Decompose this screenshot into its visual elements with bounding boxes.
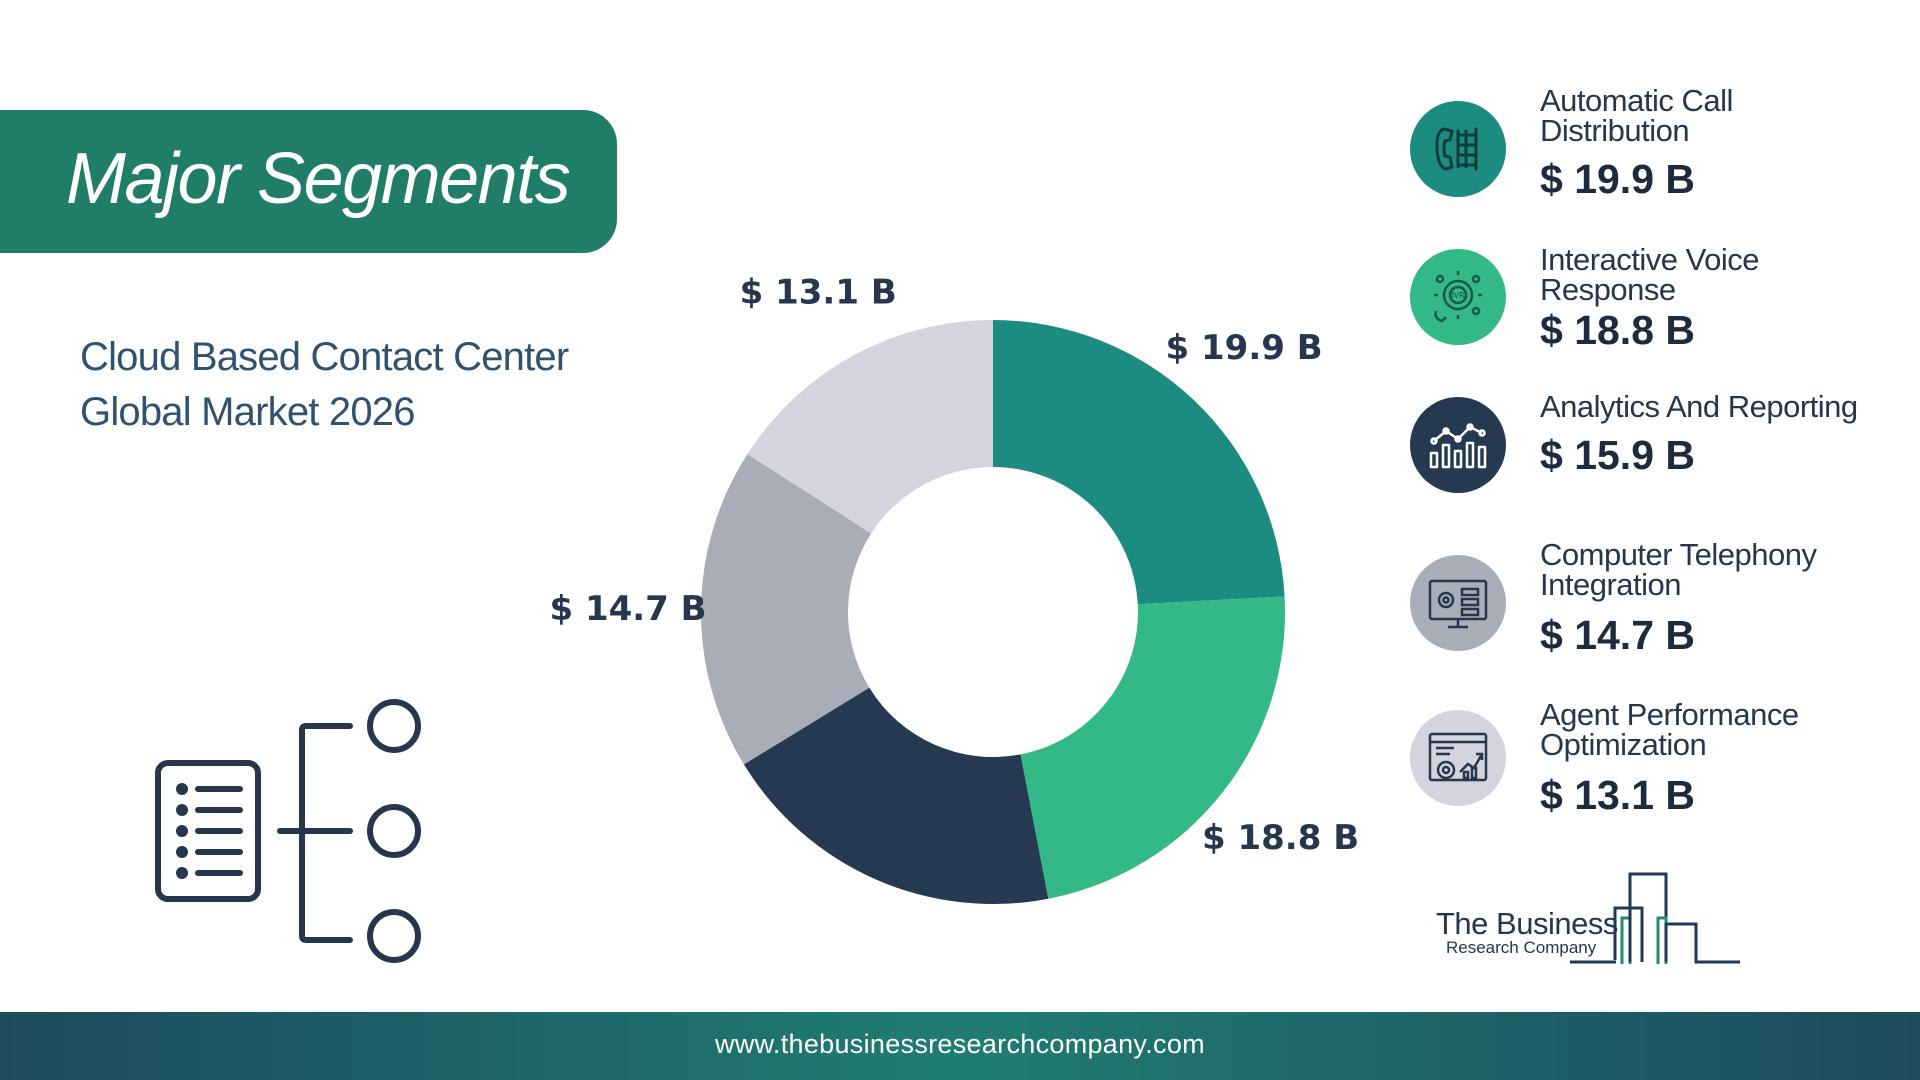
footer-bar: www.thebusinessresearchcompany.com xyxy=(0,1012,1920,1080)
ivr-gear-icon: IVR xyxy=(1410,249,1506,345)
legend-label: Interactive Voice Response xyxy=(1540,242,1759,307)
legend-value: $ 14.7 B xyxy=(1540,612,1695,658)
legend-value: $ 13.1 B xyxy=(1540,772,1695,818)
subtitle-line-2: Global Market 2026 xyxy=(80,390,415,434)
logo-text-primary: The Business xyxy=(1436,906,1618,941)
donut-slice-1 xyxy=(993,320,1285,605)
donut-slice-2 xyxy=(1020,596,1285,899)
legend-label: Computer Telephony Integration xyxy=(1540,537,1817,602)
legend-item-agent-performance-optimization: Agent Performance Optimization $ 13.1 B xyxy=(1410,697,1890,820)
legend-value: $ 19.9 B xyxy=(1540,156,1695,202)
logo-text-secondary: Research Company xyxy=(1446,938,1597,957)
slice-value-label-3: $ 15.9 B xyxy=(767,927,924,930)
page-title: Major Segments xyxy=(66,139,571,219)
legend-label: Automatic Call Distribution xyxy=(1540,83,1733,148)
legend-item-analytics-and-reporting: Analytics And Reporting $ 15.9 B xyxy=(1410,389,1890,512)
company-logo: The Business Research Company xyxy=(1430,870,1750,970)
subtitle-line-1: Cloud Based Contact Center xyxy=(80,335,569,379)
slice-value-label-2: $ 18.8 B xyxy=(1202,818,1359,858)
computer-gear-icon xyxy=(1410,555,1506,651)
logo-buildings-mark xyxy=(1570,872,1740,964)
slice-value-label-4: $ 14.7 B xyxy=(549,589,706,629)
legend-item-computer-telephony-integration: Computer Telephony Integration $ 14.7 B xyxy=(1410,537,1890,660)
chart-subtitle: Cloud Based Contact Center Global Market… xyxy=(80,330,569,440)
legend-item-automatic-call-distribution: Automatic Call Distribution $ 19.9 B xyxy=(1410,83,1890,206)
legend-value: $ 15.9 B xyxy=(1540,432,1695,478)
donut-chart: $ 19.9 B $ 18.8 B $ 15.9 B $ 14.7 B $ 13.1 B xyxy=(549,273,1359,930)
legend-label: Agent Performance Optimization xyxy=(1540,697,1799,762)
slice-value-label-1: $ 19.9 B xyxy=(1166,328,1323,368)
legend-label: Analytics And Reporting xyxy=(1540,389,1858,424)
title-banner: Major Segments xyxy=(0,110,617,253)
donut-slice-5 xyxy=(747,320,993,534)
segments-tree-icon xyxy=(155,699,421,963)
donut-slice-3 xyxy=(743,687,1049,904)
performance-gear-icon xyxy=(1410,710,1506,806)
legend-item-interactive-voice-response: IVR Interactive Voice Response $ 18.8 B xyxy=(1410,242,1890,365)
analytics-chart-icon xyxy=(1410,397,1506,493)
legend-value: $ 18.8 B xyxy=(1540,307,1695,353)
footer-url-link[interactable]: www.thebusinessresearchcompany.com xyxy=(715,1029,1205,1059)
slice-value-label-5: $ 13.1 B xyxy=(740,273,897,313)
phone-call-icon xyxy=(1410,101,1506,197)
svg-text:IVR: IVR xyxy=(1451,291,1465,300)
donut-slice-4 xyxy=(701,453,872,765)
